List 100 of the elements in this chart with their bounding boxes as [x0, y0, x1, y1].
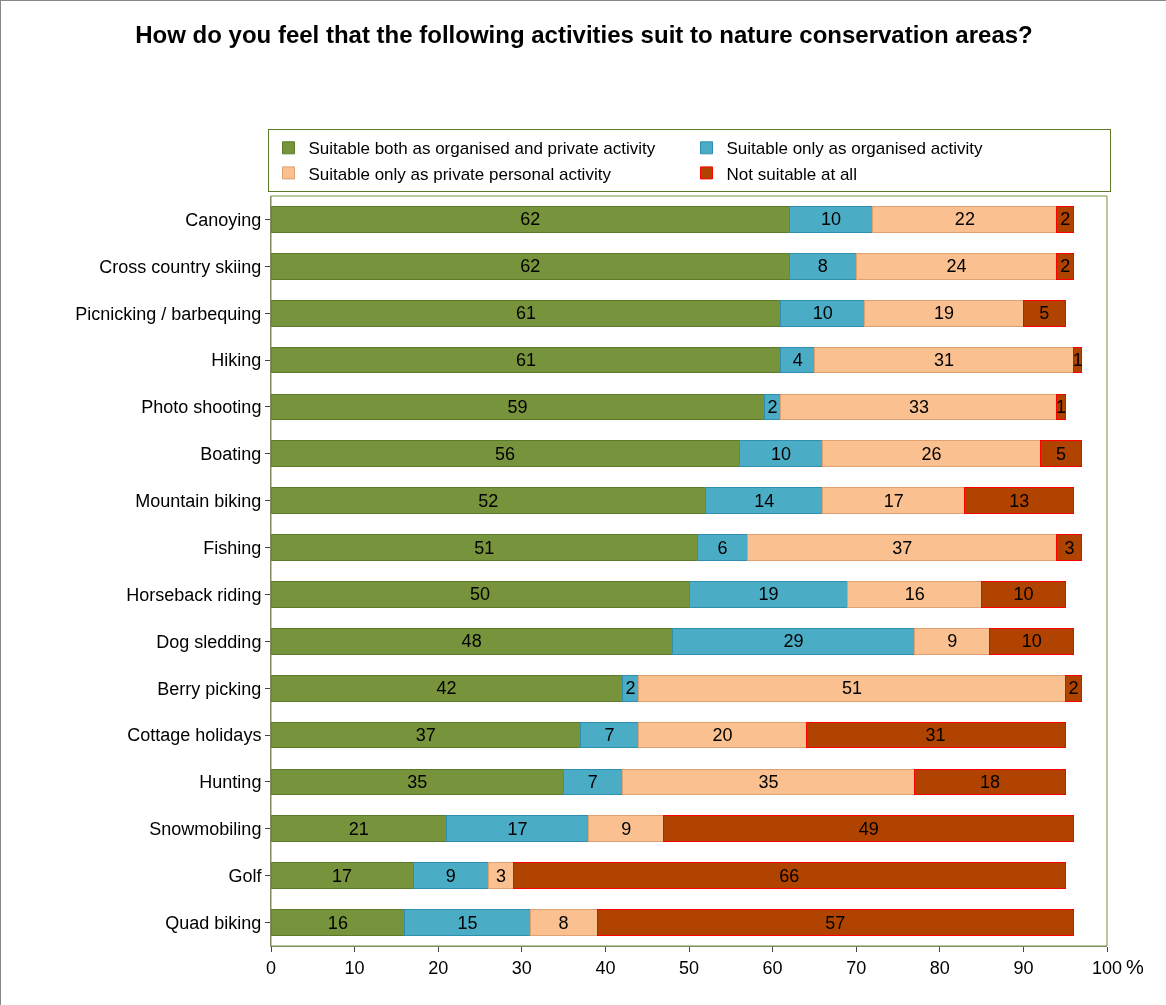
- x-axis-title: %: [1126, 956, 1144, 978]
- data-label: 2: [625, 678, 636, 699]
- data-label: 21: [348, 818, 369, 839]
- x-tick-label: 80: [929, 957, 950, 978]
- x-tick-label: 30: [511, 957, 532, 978]
- data-label: 61: [515, 303, 536, 324]
- data-label: 9: [621, 818, 632, 839]
- bar: [872, 206, 1058, 233]
- bar: [705, 487, 824, 515]
- bar: [989, 627, 1075, 655]
- chart-title: How do you feel that the following activities suit to nature conservation areas?: [135, 20, 1033, 48]
- bar: [788, 252, 857, 280]
- bar: [563, 768, 623, 796]
- data-label: 5: [1056, 443, 1067, 464]
- data-label: 20: [712, 725, 733, 746]
- bar: [780, 346, 815, 374]
- data-label: 18: [979, 771, 1000, 792]
- bar: [914, 768, 1066, 796]
- data-label: 37: [892, 537, 913, 558]
- data-label: 35: [758, 771, 779, 792]
- data-label: 62: [520, 209, 541, 230]
- bar: [914, 627, 991, 655]
- y-tick-label: Boating: [200, 444, 262, 465]
- bar: [805, 721, 1066, 749]
- x-tick-label: 50: [678, 957, 700, 978]
- data-label: 61: [515, 350, 536, 371]
- bar: [780, 393, 1058, 421]
- data-label: 59: [507, 396, 528, 417]
- y-tick-label: Dog sledding: [156, 631, 262, 652]
- data-label: 1: [1056, 396, 1067, 417]
- data-label: 31: [925, 725, 946, 746]
- x-tick-label: 10: [344, 957, 365, 978]
- data-label: 19: [933, 303, 954, 324]
- x-tick-label: 60: [762, 957, 783, 978]
- legend-label: Suitable only as private personal activity: [308, 164, 612, 184]
- data-label: 10: [812, 303, 833, 324]
- x-tick-label: 90: [1013, 957, 1034, 978]
- bar: [638, 674, 1066, 702]
- data-label: 24: [946, 256, 967, 277]
- data-label: 10: [1021, 631, 1042, 652]
- bar: [1056, 534, 1083, 561]
- y-tick-label: Fishing: [203, 537, 262, 558]
- data-label: 14: [754, 490, 775, 511]
- data-label: 17: [883, 490, 904, 511]
- legend-label: Not suitable at all: [726, 164, 857, 184]
- x-tick-label: 70: [846, 957, 867, 978]
- y-tick-label: Mountain biking: [135, 490, 262, 511]
- y-tick-label: Berry picking: [157, 678, 262, 699]
- data-label: 8: [558, 912, 569, 933]
- data-label: 15: [457, 912, 478, 933]
- data-label: 6: [717, 537, 728, 558]
- data-label: 37: [415, 725, 436, 746]
- data-label: 56: [495, 443, 516, 464]
- bar: [663, 815, 1075, 843]
- bar: [621, 768, 916, 796]
- bar: [788, 206, 874, 233]
- data-label: 2: [767, 396, 778, 417]
- legend-label: Suitable both as organised and private activity: [308, 139, 656, 159]
- data-label: 50: [469, 584, 491, 605]
- y-tick-label: Photo shooting: [141, 397, 262, 418]
- data-label: 10: [821, 209, 842, 230]
- data-label: 52: [478, 490, 499, 511]
- bar: [1039, 440, 1083, 468]
- bar: [747, 534, 1058, 561]
- data-label: 33: [908, 396, 929, 417]
- y-tick-label: Cross country skiing: [99, 256, 262, 277]
- bar: [847, 581, 983, 608]
- data-label: 35: [407, 771, 428, 792]
- bar: [671, 627, 916, 655]
- bar: [588, 815, 665, 843]
- data-label: 51: [842, 678, 863, 699]
- data-label: 62: [520, 256, 541, 277]
- bar: [964, 487, 1075, 515]
- x-tick-label: 40: [595, 957, 616, 978]
- bar: [696, 534, 749, 561]
- data-label: 16: [327, 912, 348, 933]
- bar: [404, 909, 531, 936]
- bar: [864, 299, 1024, 327]
- data-label: 2: [1060, 209, 1071, 230]
- bar: [529, 909, 598, 936]
- x-tick-label: 0: [265, 957, 277, 978]
- bar: [855, 252, 1058, 280]
- data-label: 9: [947, 631, 958, 652]
- data-label: 1: [1072, 350, 1083, 371]
- y-tick-label: Canoying: [185, 209, 262, 230]
- bar: [688, 581, 849, 608]
- bar: [822, 440, 1041, 468]
- data-label: 51: [474, 537, 495, 558]
- data-label: 17: [507, 818, 528, 839]
- data-label: 2: [1060, 256, 1071, 277]
- y-tick-label: Hunting: [199, 772, 262, 793]
- y-tick-label: Hiking: [211, 350, 262, 371]
- bar: [1022, 299, 1066, 327]
- bar: [822, 487, 966, 515]
- data-label: 17: [332, 865, 353, 886]
- legend-label: Suitable only as organised activity: [726, 139, 984, 159]
- y-tick-label: Horseback riding: [126, 584, 262, 605]
- bar: [738, 440, 824, 468]
- bar: [813, 346, 1075, 374]
- bar: [412, 862, 489, 890]
